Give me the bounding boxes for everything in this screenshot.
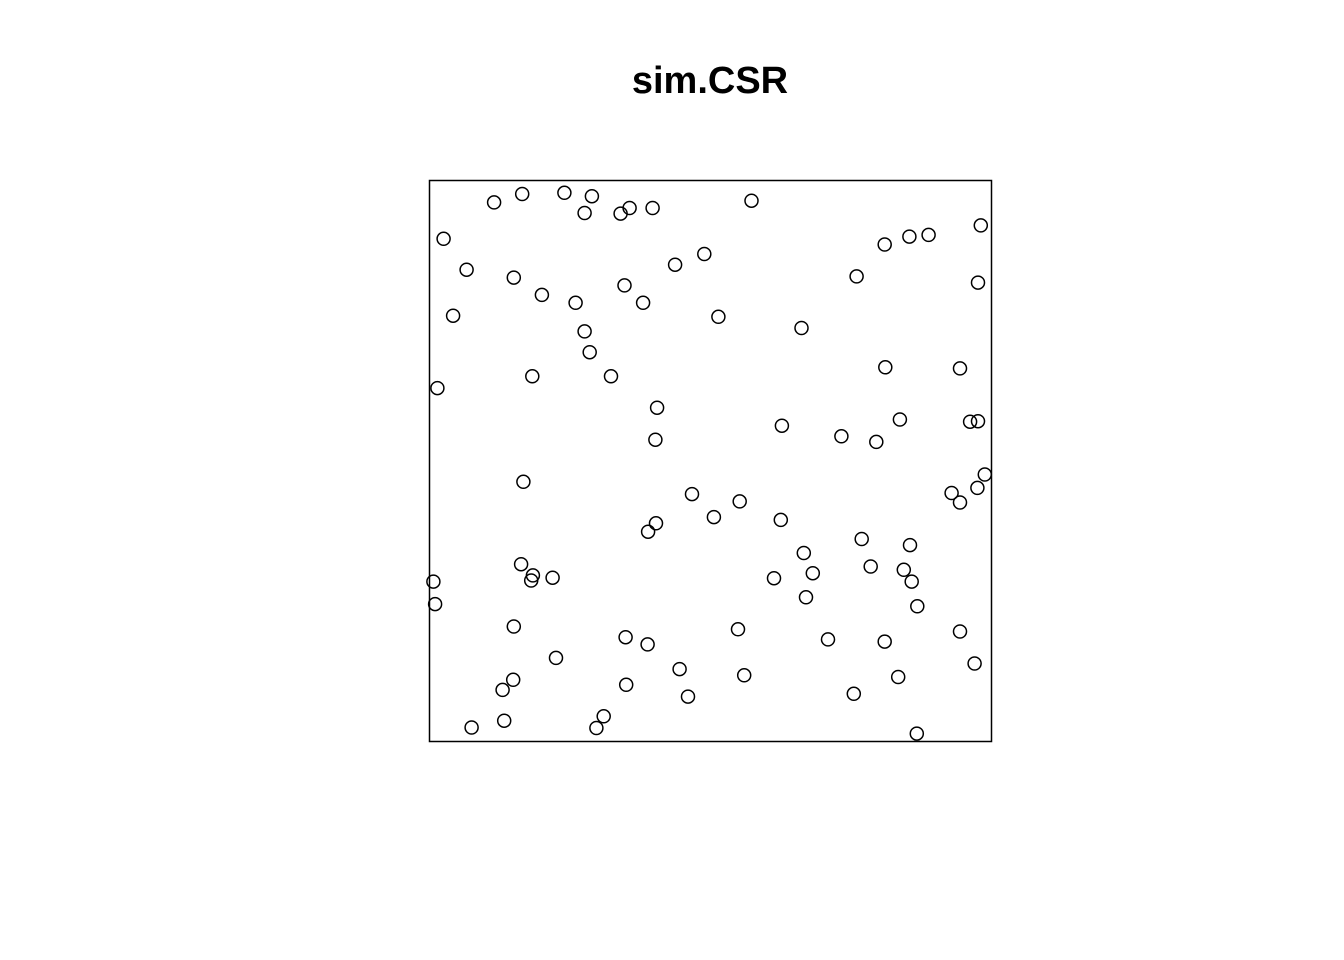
scatter-point-88 xyxy=(496,713,512,728)
scatter-point-24 xyxy=(970,275,986,290)
scatter-point-16 xyxy=(617,278,632,293)
scatter-point-45 xyxy=(732,494,747,509)
scatter-point-81 xyxy=(967,656,982,671)
scatter-point-66 xyxy=(902,537,918,553)
scatter-point-7 xyxy=(622,200,637,216)
scatter-point-46 xyxy=(706,509,722,525)
scatter-point-60 xyxy=(796,545,812,561)
scatter-point-49 xyxy=(640,524,656,539)
scatter-point-29 xyxy=(794,320,809,336)
scatter-point-37 xyxy=(774,418,790,433)
scatter-point-5 xyxy=(577,205,592,221)
scatter-point-35 xyxy=(649,400,665,415)
scatter-point-23 xyxy=(849,269,864,284)
scatter-point-51 xyxy=(952,495,968,510)
scatter-point-61 xyxy=(805,565,821,581)
scatter-point-13 xyxy=(506,270,522,285)
scatter-point-40 xyxy=(892,412,908,427)
scatter-point-25 xyxy=(445,308,461,323)
scatter-point-64 xyxy=(854,531,869,547)
scatter-point-21 xyxy=(902,229,917,244)
scatter-point-43 xyxy=(516,474,531,490)
scatter-point-90 xyxy=(589,720,604,736)
scatter-point-19 xyxy=(697,246,712,262)
scatter-point-9 xyxy=(744,193,759,208)
scatter-point-11 xyxy=(973,218,989,233)
scatter-point-8 xyxy=(645,200,660,216)
scatter-point-52 xyxy=(970,480,985,496)
scatter-point-36 xyxy=(648,432,663,447)
scatter-point-34 xyxy=(952,361,968,376)
scatter-point-50 xyxy=(944,485,959,501)
scatter-point-53 xyxy=(977,467,993,482)
scatter-point-58 xyxy=(523,573,539,588)
scatter-point-27 xyxy=(582,344,597,360)
scatter-point-28 xyxy=(711,309,726,325)
scatter-point-69 xyxy=(910,599,925,614)
scatter-point-83 xyxy=(495,682,510,698)
plot-frame xyxy=(428,179,993,743)
scatter-point-79 xyxy=(736,668,752,683)
scatter-point-26 xyxy=(577,324,592,339)
scatter-point-86 xyxy=(846,686,862,702)
scatter-point-80 xyxy=(890,669,906,685)
scatter-point-48 xyxy=(648,516,664,531)
scatter-point-91 xyxy=(909,726,925,741)
scatter-point-1 xyxy=(486,195,502,210)
scatter-point-84 xyxy=(618,677,634,693)
scatter-point-59 xyxy=(545,570,560,585)
scatter-point-62 xyxy=(766,570,782,586)
scatter-point-71 xyxy=(618,629,633,645)
scatter-point-87 xyxy=(464,720,479,735)
scatter-point-67 xyxy=(896,562,912,578)
scatter-point-76 xyxy=(952,624,968,639)
scatter-point-30 xyxy=(430,380,445,396)
scatter-point-68 xyxy=(904,574,919,589)
scatter-point-15 xyxy=(568,295,583,311)
scatter-point-38 xyxy=(834,429,849,444)
scatter-point-75 xyxy=(877,634,892,649)
scatter-point-39 xyxy=(869,434,884,450)
scatter-point-74 xyxy=(820,632,836,647)
scatter-point-20 xyxy=(877,237,892,252)
scatter-point-31 xyxy=(525,369,540,384)
scatter-point-47 xyxy=(773,512,789,528)
scatter-point-85 xyxy=(680,689,696,704)
scatter-point-2 xyxy=(514,186,530,202)
scatter-point-73 xyxy=(730,622,746,637)
scatter-point-70 xyxy=(506,619,522,634)
scatter-point-17 xyxy=(635,295,651,311)
points-layer xyxy=(426,185,993,741)
scatter-point-63 xyxy=(798,590,814,605)
scatter-point-56 xyxy=(513,556,529,572)
scatter-point-18 xyxy=(667,257,683,272)
scatter-point-89 xyxy=(596,709,611,724)
scatter-point-78 xyxy=(672,661,687,677)
scatter-point-33 xyxy=(878,360,893,375)
scatter-point-32 xyxy=(603,369,619,384)
scatter-point-10 xyxy=(436,231,451,247)
scatter-point-54 xyxy=(426,574,441,589)
chart-title: sim.CSR xyxy=(632,60,788,102)
scatter-point-22 xyxy=(921,227,936,243)
scatter-point-72 xyxy=(640,637,655,652)
scatter-point-44 xyxy=(684,486,700,502)
scatter-point-82 xyxy=(505,672,521,688)
scatter-point-3 xyxy=(557,185,572,201)
scatter-point-42 xyxy=(970,413,986,429)
scatter-point-65 xyxy=(863,559,878,574)
scatter-point-4 xyxy=(584,188,600,204)
scatter-point-55 xyxy=(427,596,443,612)
scatter-point-77 xyxy=(548,650,564,666)
scatter-point-12 xyxy=(459,262,474,277)
scatter-point-41 xyxy=(962,414,978,429)
scatter-point-14 xyxy=(534,287,550,303)
